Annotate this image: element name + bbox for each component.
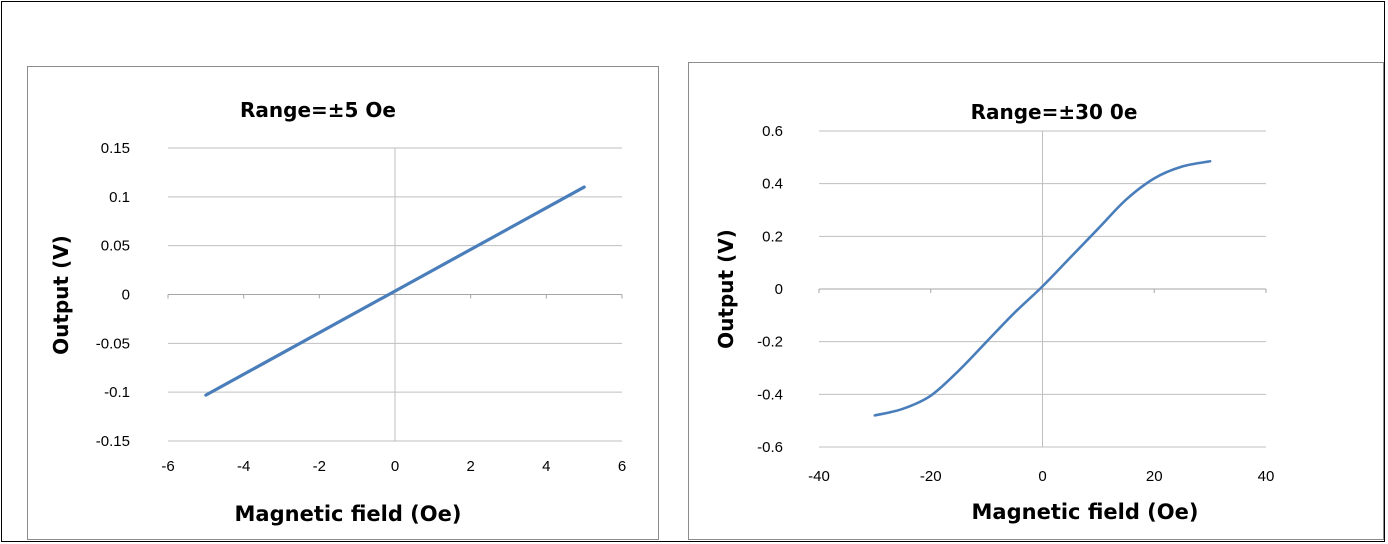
x-tick-label: 6 [618, 458, 626, 475]
chart-range-30oe-svg: -0.6 -0.4 -0.2 0 0.2 0.4 0.6 -40 -20 0 20 40 Range… [714, 100, 1275, 524]
chart-title: Range=±5 Oe [240, 98, 396, 122]
x-tick-label: -20 [920, 468, 942, 485]
y-tick-label: 0.4 [762, 176, 783, 193]
x-tick-label: -2 [313, 458, 326, 475]
y-tick-label: 0 [122, 287, 130, 304]
y-axis-label: Output (V) [49, 235, 73, 355]
chart-range-5oe: -0.15 -0.1 -0.05 0 0.05 0.1 0.15 -6 -4 -2 0 2 4 6 Ra… [27, 66, 659, 540]
y-tick-label: -0.15 [96, 433, 130, 450]
y-tick-label: -0.05 [96, 335, 130, 352]
x-tick-label: 0 [1038, 468, 1046, 485]
y-axis-label: Output (V) [714, 229, 738, 349]
y-tick-label: -0.6 [757, 439, 783, 456]
x-axis-label: Magnetic field (Oe) [972, 500, 1199, 524]
y-tick-label: 0 [775, 281, 783, 298]
chart-range-5oe-svg: -0.15 -0.1 -0.05 0 0.05 0.1 0.15 -6 -4 -2 0 2 4 6 Ra… [49, 98, 626, 526]
x-tick-label: 0 [391, 458, 399, 475]
y-tick-label: 0.6 [762, 123, 783, 140]
chart-range-30oe: -0.6 -0.4 -0.2 0 0.2 0.4 0.6 -40 -20 0 20 40 Range… [688, 62, 1384, 540]
y-tick-label: 0.15 [101, 140, 130, 157]
y-tick-label: 0.05 [101, 238, 130, 255]
series-line [204, 185, 586, 397]
x-tick-label: 20 [1146, 468, 1163, 485]
x-tick-label: -4 [237, 458, 250, 475]
x-axis-label: Magnetic field (Oe) [235, 502, 462, 526]
y-tick-label: -0.4 [757, 386, 783, 403]
x-tick-label: -6 [161, 458, 174, 475]
x-tick-label: 2 [466, 458, 474, 475]
x-tick-label: 40 [1258, 468, 1275, 485]
chart-title: Range=±30 0e [971, 100, 1138, 124]
y-tick-label: 0.1 [109, 189, 130, 206]
y-tick-label: -0.1 [104, 384, 130, 401]
y-tick-label: -0.2 [757, 334, 783, 351]
series-line [873, 159, 1212, 417]
x-tick-label: -40 [808, 468, 830, 485]
y-tick-label: 0.2 [762, 228, 783, 245]
x-tick-label: 4 [542, 458, 550, 475]
